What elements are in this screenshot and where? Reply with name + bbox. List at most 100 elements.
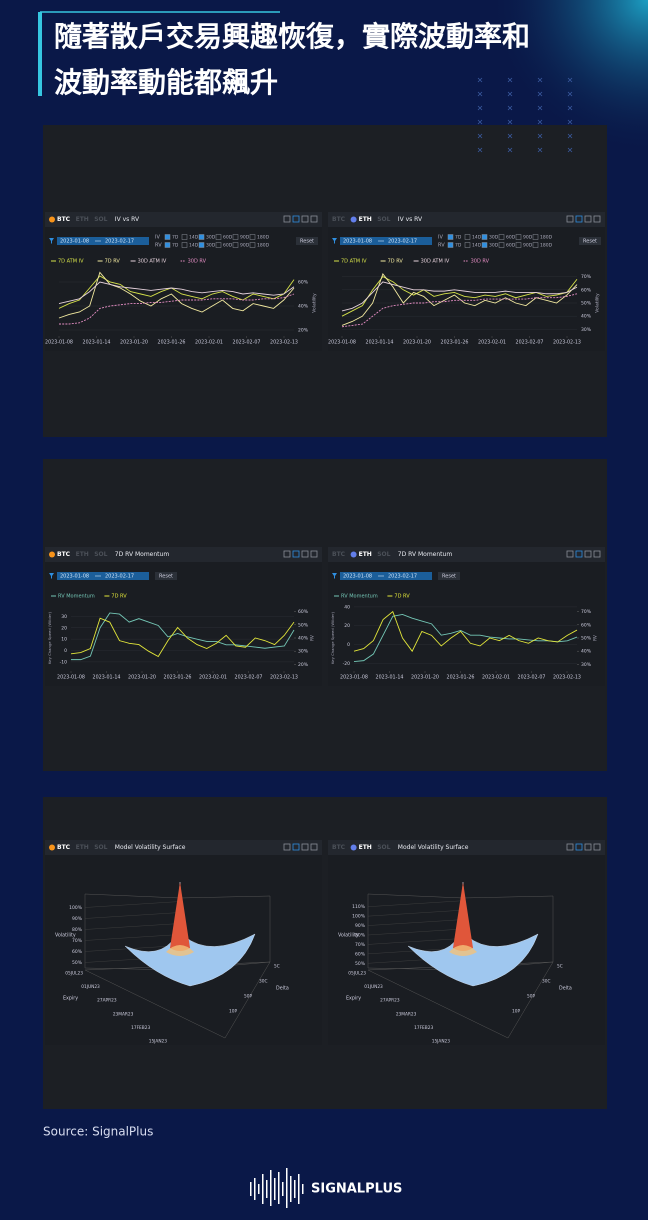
checkbox[interactable]	[198, 242, 205, 248]
toolbar-icon[interactable]	[566, 843, 574, 851]
date-range[interactable]	[57, 572, 149, 580]
checkbox[interactable]	[249, 242, 256, 248]
y2-tick-label: 70%	[581, 609, 592, 615]
toolbar-icon[interactable]	[575, 843, 583, 851]
toolbar-icon[interactable]	[575, 215, 583, 223]
legend-label: 7D ATM IV	[341, 259, 367, 265]
reset-button[interactable]	[296, 237, 318, 245]
toolbar-icon[interactable]	[593, 215, 601, 223]
coin-tab[interactable]: BTC	[57, 844, 71, 851]
toolbar-icon[interactable]	[584, 215, 592, 223]
checkbox[interactable]	[181, 234, 188, 240]
checkbox[interactable]	[532, 234, 539, 240]
toolbar-icon[interactable]	[310, 843, 318, 851]
coin-tab[interactable]: BTC	[57, 551, 71, 558]
coin-tab[interactable]: ETH	[76, 844, 89, 851]
decor-cross	[567, 119, 573, 125]
x-tick-label: 2023-01-20	[411, 675, 439, 681]
coin-tab[interactable]: ETH	[76, 216, 89, 223]
series-line	[341, 281, 578, 312]
checkbox[interactable]	[164, 242, 171, 248]
x-tick-label: 2023-01-08	[57, 675, 85, 681]
coin-tab[interactable]: BTC	[57, 216, 71, 223]
toolbar-icon[interactable]	[292, 550, 300, 558]
coin-tab[interactable]: SOL	[94, 844, 107, 851]
date-range[interactable]	[340, 572, 432, 580]
y2-tick-label: 60%	[298, 609, 309, 615]
toolbar-icon[interactable]	[593, 550, 601, 558]
checkbox[interactable]	[215, 242, 222, 248]
toolbar-icon[interactable]	[310, 550, 318, 558]
checkbox[interactable]	[215, 234, 222, 240]
toolbar-icon[interactable]	[301, 550, 309, 558]
reset-button[interactable]	[438, 572, 460, 580]
coin-tab[interactable]: SOL	[94, 551, 107, 558]
checkbox[interactable]	[498, 234, 505, 240]
checkbox[interactable]	[481, 242, 488, 248]
grid-line	[84, 934, 181, 941]
toolbar-icon[interactable]	[575, 550, 583, 558]
widget-header	[328, 547, 605, 562]
widget-header	[45, 840, 322, 855]
legend-label: 7D RV	[111, 594, 127, 600]
toolbar-icon[interactable]	[310, 215, 318, 223]
toolbar-icon[interactable]	[283, 550, 291, 558]
checkbox[interactable]	[464, 242, 471, 248]
widget-title: Model Volatility Surface	[398, 844, 469, 851]
coin-tab[interactable]: SOL	[377, 216, 390, 223]
checkbox[interactable]	[481, 234, 488, 240]
checkbox-label: 7D	[172, 235, 179, 241]
date-range[interactable]	[340, 237, 432, 245]
checkbox[interactable]	[515, 234, 522, 240]
y2-tick-label: 50%	[581, 636, 592, 642]
checkbox[interactable]	[198, 234, 205, 240]
coin-tab[interactable]: BTC	[332, 551, 346, 558]
toolbar-icon[interactable]	[292, 843, 300, 851]
toolbar-icon[interactable]	[292, 215, 300, 223]
checkbox[interactable]	[232, 242, 239, 248]
coin-tab[interactable]: BTC	[332, 216, 346, 223]
checkbox[interactable]	[232, 234, 239, 240]
delta-label: 10P	[512, 1009, 520, 1015]
legend-label: 30D RV	[471, 259, 490, 265]
widget-header	[45, 547, 322, 562]
coin-tab[interactable]: ETH	[76, 551, 89, 558]
toolbar-icon[interactable]	[283, 215, 291, 223]
expiry-label: 17FEB23	[131, 1025, 150, 1031]
x-tick-label: 2023-02-13	[270, 340, 298, 346]
coin-tab[interactable]: SOL	[377, 551, 390, 558]
decor-cross	[477, 147, 483, 153]
coin-tab[interactable]: ETH	[359, 844, 372, 851]
expiry-label: 15JAN23	[149, 1039, 168, 1045]
toolbar-icon[interactable]	[566, 550, 574, 558]
toolbar-icon[interactable]	[584, 843, 592, 851]
decor-cross	[507, 119, 513, 125]
y2-tick-label: 30%	[298, 649, 309, 655]
coin-tab[interactable]: ETH	[359, 551, 372, 558]
date-range[interactable]	[57, 237, 149, 245]
date-from: 2023-01-08	[60, 239, 89, 245]
coin-tab[interactable]: SOL	[94, 216, 107, 223]
reset-button[interactable]	[155, 572, 177, 580]
checkbox[interactable]	[464, 234, 471, 240]
toolbar-icon[interactable]	[593, 843, 601, 851]
checkbox[interactable]	[181, 242, 188, 248]
checkbox[interactable]	[447, 242, 454, 248]
toolbar-icon[interactable]	[301, 215, 309, 223]
toolbar-icon[interactable]	[566, 215, 574, 223]
checkbox[interactable]	[447, 234, 454, 240]
coin-tab[interactable]: BTC	[332, 844, 346, 851]
toolbar-icon[interactable]	[301, 843, 309, 851]
checkbox[interactable]	[532, 242, 539, 248]
coin-tab[interactable]: ETH	[359, 216, 372, 223]
toolbar-icon[interactable]	[283, 843, 291, 851]
decor-cross	[477, 133, 483, 139]
checkbox[interactable]	[164, 234, 171, 240]
coin-tab[interactable]: SOL	[377, 844, 390, 851]
checkbox[interactable]	[498, 242, 505, 248]
reset-button[interactable]	[579, 237, 601, 245]
checkbox[interactable]	[515, 242, 522, 248]
checkbox-label: 60D	[506, 243, 516, 249]
checkbox[interactable]	[249, 234, 256, 240]
toolbar-icon[interactable]	[584, 550, 592, 558]
